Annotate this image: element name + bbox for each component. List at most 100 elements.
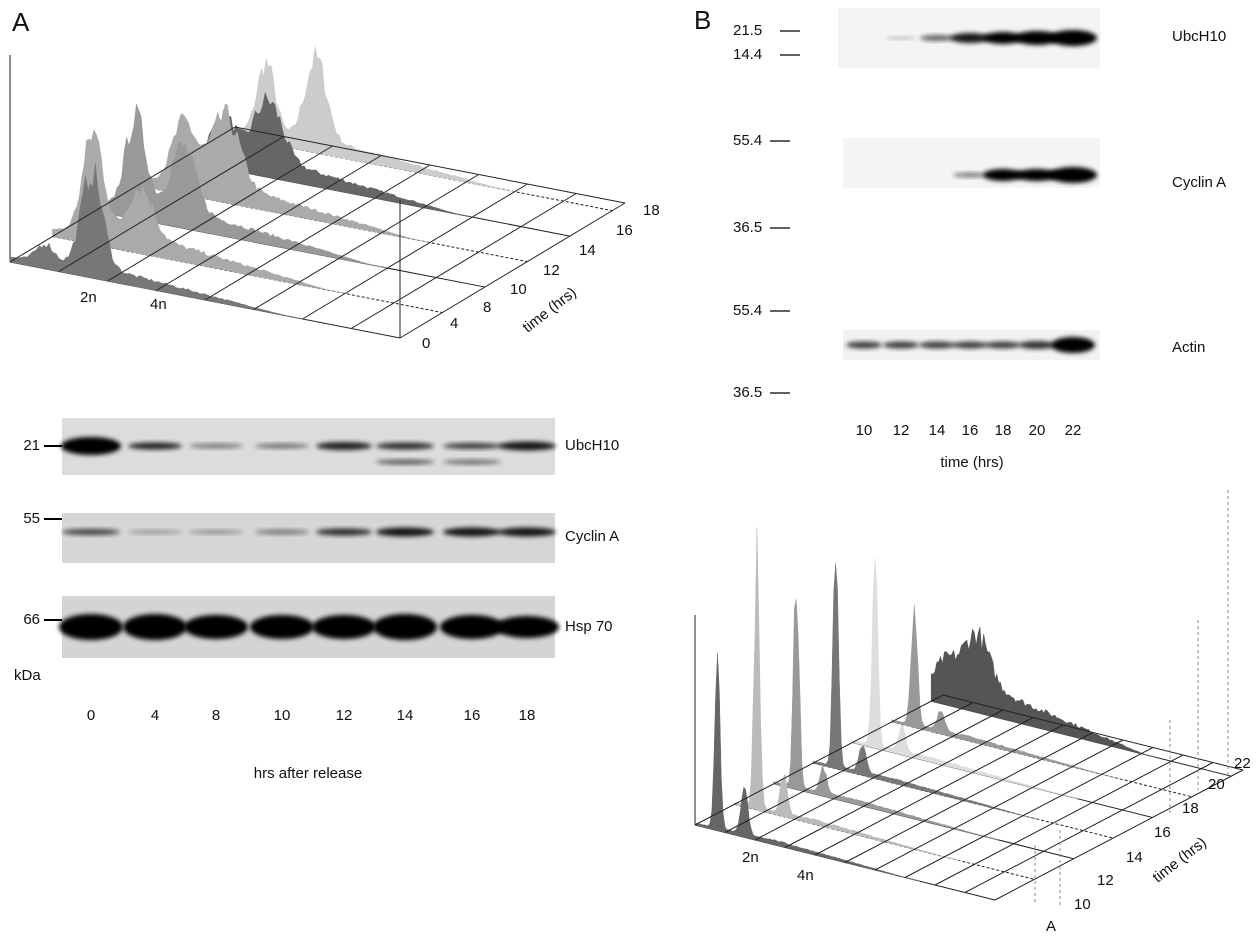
blot-band	[184, 615, 248, 639]
grid-line	[905, 748, 1153, 878]
grid-line	[815, 725, 1063, 855]
blot-band	[255, 444, 309, 449]
marker-label: 66	[23, 611, 40, 628]
blot-band	[443, 528, 501, 537]
histogram-peak	[774, 599, 999, 840]
page: Figure body { margin: 0; background: #ff…	[0, 0, 1258, 936]
blot-band	[1049, 30, 1097, 46]
blot-band	[886, 37, 916, 40]
lane-label: 16	[962, 422, 979, 439]
time-tick-label: 18	[1182, 800, 1199, 817]
time-tick-label: 10	[1074, 896, 1091, 913]
blot-band	[189, 444, 243, 449]
axis-label: time (hrs)	[940, 454, 1003, 471]
peak-label: 2n	[80, 289, 97, 306]
lane-label: 10	[856, 422, 873, 439]
time-tick-label: 20	[1208, 776, 1225, 793]
blot-band	[920, 35, 954, 41]
panel-label: A	[12, 7, 30, 37]
axis-label: time (hrs)	[1149, 834, 1209, 886]
axis-label: time (hrs)	[519, 284, 579, 336]
blot-band	[495, 616, 559, 638]
time-tick-label: 18	[643, 202, 660, 219]
lane-label: 20	[1029, 422, 1046, 439]
marker-label: 55	[23, 510, 40, 527]
peak-label: 4n	[150, 296, 167, 313]
grid-line	[400, 203, 625, 338]
body: { "panel_a": { "label": "A", "histogram"…	[0, 0, 1258, 936]
blot-band	[498, 442, 556, 451]
marker-label: 21	[23, 437, 40, 454]
blot-band	[316, 529, 372, 536]
lane-label: 10	[274, 707, 291, 724]
lane-label: 4	[151, 707, 159, 724]
blot-band	[61, 437, 121, 455]
blot-band	[1019, 341, 1055, 349]
histogram-peak	[734, 528, 959, 861]
blot-band	[1051, 337, 1095, 353]
time-tick-label: 4	[450, 315, 458, 332]
protein-label: UbcH10	[565, 437, 619, 454]
grid-line	[935, 755, 1183, 885]
peak-label: 4n	[797, 867, 814, 884]
time-tick-label: 10	[510, 281, 527, 298]
grid-line	[875, 740, 1123, 870]
protein-label: Cyclin A	[1172, 174, 1226, 191]
time-tick-label: 16	[616, 222, 633, 239]
figure: A B 2n 4n 0 4 8 10 12 14 16 18 time (hrs) 21 UbcH10 55 C…	[0, 0, 1258, 936]
time-tick-label: 14	[1126, 849, 1143, 866]
panel-label: B	[694, 5, 711, 35]
blot-band	[985, 342, 1021, 349]
lane-label: 18	[995, 422, 1012, 439]
lane-label: 8	[212, 707, 220, 724]
blot-band	[316, 442, 372, 450]
blot-band	[440, 615, 504, 639]
peak-label: 2n	[742, 849, 759, 866]
protein-label: UbcH10	[1172, 28, 1226, 45]
blot-band	[376, 528, 434, 537]
axis-label: hrs after release	[254, 765, 362, 782]
protein-label: Actin	[1172, 339, 1205, 356]
lane-label: 12	[893, 422, 910, 439]
blot-band	[128, 530, 182, 534]
time-tick-label: 12	[1097, 872, 1114, 889]
time-tick-label: 22	[1234, 755, 1251, 772]
blot-band	[1049, 167, 1097, 183]
blot-band	[123, 614, 187, 640]
lane-label: 18	[519, 707, 536, 724]
time-tick-label: 12	[543, 262, 560, 279]
blot-band	[376, 443, 434, 450]
lane-label: 16	[464, 707, 481, 724]
marker-label: 55.4	[733, 302, 762, 319]
unit-label: kDa	[14, 667, 41, 684]
time-tick-label: 16	[1154, 824, 1171, 841]
lane-label: 14	[397, 707, 414, 724]
blot-band	[189, 530, 243, 534]
marker-label: 21.5	[733, 22, 762, 39]
corner-label: A	[1046, 918, 1056, 935]
blot-band	[919, 342, 955, 349]
protein-label: Hsp 70	[565, 618, 613, 635]
time-tick-label: 14	[579, 242, 596, 259]
blot-band	[62, 529, 120, 535]
time-tick-label: 0	[422, 335, 430, 352]
lane-label: 22	[1065, 422, 1082, 439]
blot-band	[250, 615, 314, 639]
blot-band	[255, 530, 309, 535]
grid-line	[695, 695, 943, 825]
blot-strip	[62, 513, 555, 563]
blot-band	[953, 173, 987, 178]
lane-label: 12	[336, 707, 353, 724]
marker-label: 36.5	[733, 384, 762, 401]
blot-band	[443, 460, 501, 465]
blot-band	[952, 342, 988, 349]
grid-line	[995, 770, 1243, 900]
blot-band	[312, 615, 376, 639]
blot-band	[373, 614, 437, 640]
marker-label: 55.4	[733, 132, 762, 149]
lane-label: 14	[929, 422, 946, 439]
grid-line	[845, 733, 1093, 863]
blot-band	[128, 443, 182, 450]
marker-label: 36.5	[733, 219, 762, 236]
histogram-peak	[695, 653, 920, 881]
